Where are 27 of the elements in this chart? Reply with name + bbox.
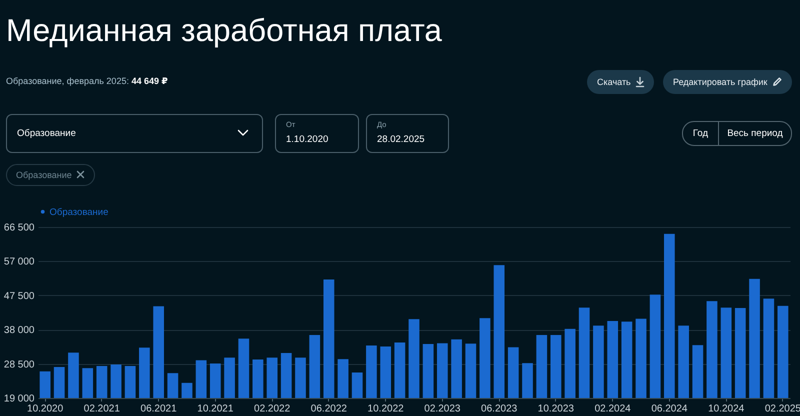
download-button[interactable]: Скачать bbox=[587, 70, 654, 94]
category-dropdown[interactable]: Образование bbox=[6, 114, 263, 153]
x-tick-label: 02.2022 bbox=[254, 404, 291, 414]
y-tick-label: 38 000 bbox=[4, 325, 35, 336]
filter-chip[interactable]: Образование bbox=[6, 164, 95, 186]
x-tick-label: 02.2021 bbox=[84, 404, 120, 414]
y-tick-label: 66 500 bbox=[4, 222, 35, 234]
x-tick-label: 10.2020 bbox=[27, 404, 64, 414]
legend-label: Образование bbox=[50, 206, 108, 218]
x-tick-label: 02.2024 bbox=[594, 404, 632, 414]
x-tick-label: 06.2021 bbox=[140, 404, 178, 414]
x-tick-label: 10.2023 bbox=[538, 404, 574, 414]
x-tick-label: 10.2022 bbox=[368, 404, 404, 414]
edit-button[interactable]: Редактировать график bbox=[663, 70, 792, 94]
x-tick-label: 10.2024 bbox=[708, 404, 745, 414]
y-tick-label: 28 500 bbox=[4, 359, 35, 370]
x-tick-label: 06.2023 bbox=[481, 404, 518, 414]
x-tick-label: 06.2022 bbox=[310, 404, 348, 414]
y-tick-label: 19 000 bbox=[4, 394, 35, 404]
chart-subtitle: Образование, февраль 2025: 44 649 ₽ bbox=[6, 76, 168, 86]
x-tick-label: 02.2023 bbox=[424, 404, 461, 414]
y-tick-label: 57 000 bbox=[4, 256, 35, 268]
y-tick-label: 47 500 bbox=[4, 290, 35, 302]
x-tick-label: 10.2021 bbox=[197, 404, 234, 414]
chart-title: Медианная заработная плата bbox=[6, 11, 442, 49]
x-tick-label: 06.2024 bbox=[651, 404, 688, 414]
period-toggle[interactable]: Год Весь период bbox=[682, 121, 792, 146]
